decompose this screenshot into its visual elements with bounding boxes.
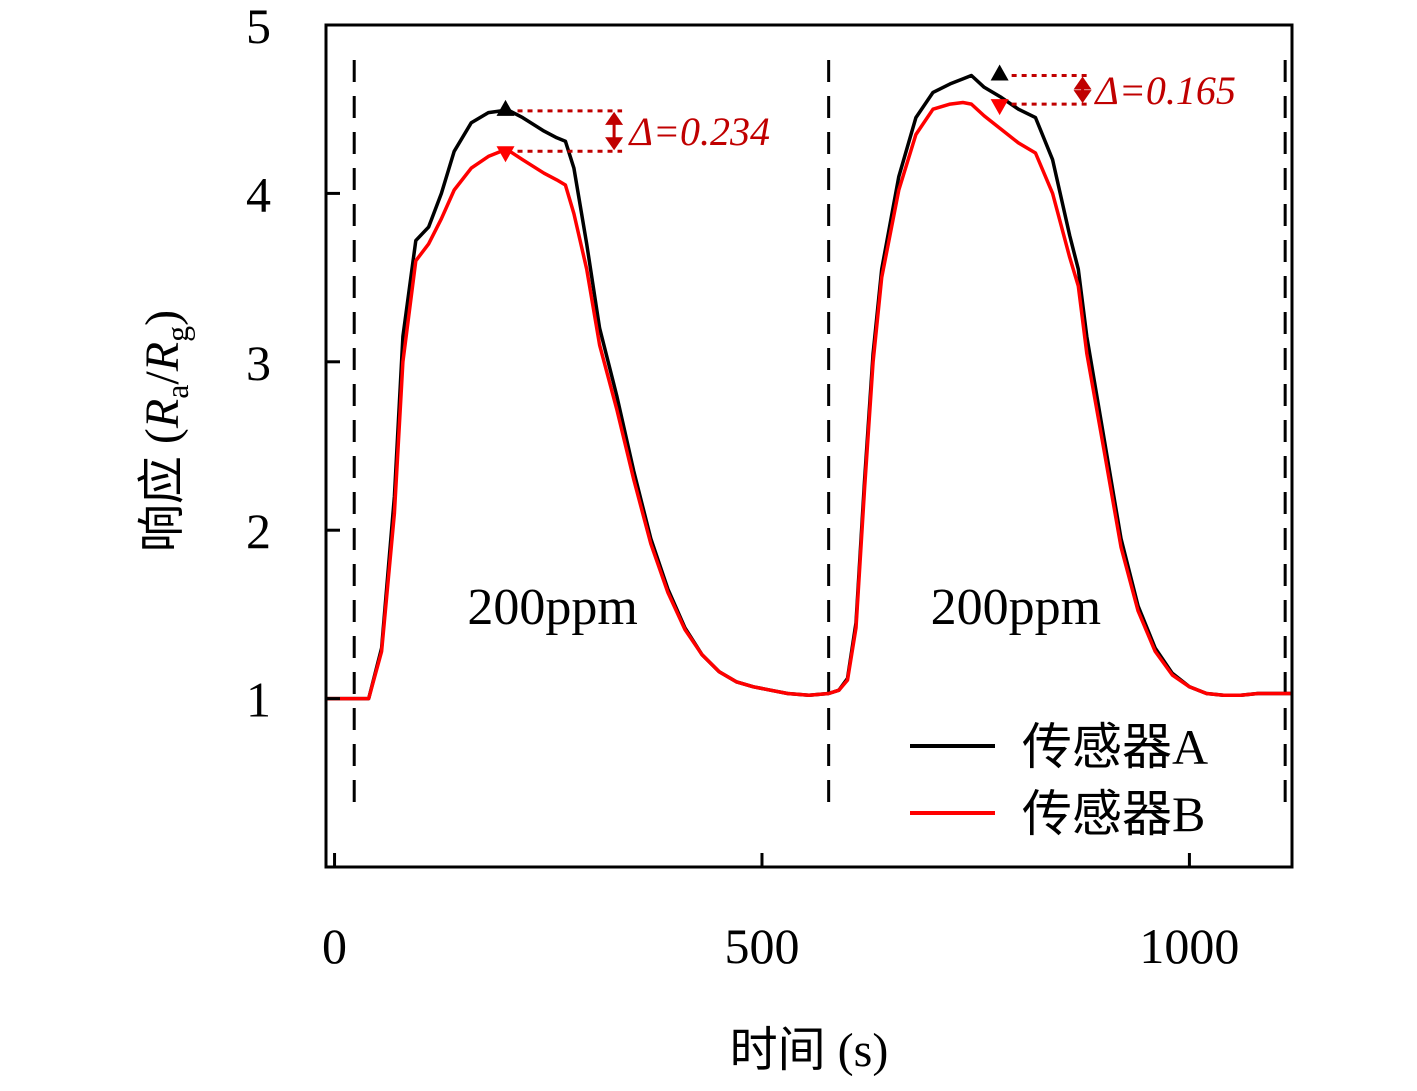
y-title-sub-a: a xyxy=(159,385,195,399)
y-tick-label: 2 xyxy=(246,503,271,559)
delta-annotations: Δ=0.234 Δ=0.165 xyxy=(496,64,1236,163)
series-lines xyxy=(326,73,1292,701)
x-axis-title: 时间 (s) xyxy=(730,1024,889,1077)
exposure-label: 200ppm xyxy=(467,579,637,636)
delta-label: Δ=0.234 xyxy=(627,109,769,154)
peak-marker-sensor-b xyxy=(990,99,1009,116)
delta-arrow-head-down xyxy=(605,137,624,151)
delta-arrow-head-up xyxy=(605,111,624,125)
legend: 传感器A 传感器B xyxy=(910,719,1208,842)
legend-label-sensor-a: 传感器A xyxy=(1022,719,1208,775)
y-title-sub-g: g xyxy=(159,326,195,342)
delta-arrow-head-up xyxy=(1073,76,1092,90)
peak-marker-sensor-a xyxy=(990,64,1009,81)
plot-frame xyxy=(324,23,1294,869)
y-title-suffix: ) xyxy=(136,310,189,326)
x-tick-label: 500 xyxy=(724,918,799,974)
y-title-prefix: 响应 ( xyxy=(136,428,189,552)
x-tick-label: 0 xyxy=(322,918,347,974)
y-title-slash: / xyxy=(136,371,189,385)
y-title-r2: R xyxy=(136,342,189,372)
y-title-r1: R xyxy=(136,399,189,429)
y-tick-label: 3 xyxy=(246,335,271,391)
delta-arrow-head-down xyxy=(1073,90,1092,104)
peak-marker-sensor-a xyxy=(496,99,515,116)
axis-ticks: 0 500 1000 1 2 3 4 5 xyxy=(246,0,1239,974)
series-line-sensor-b xyxy=(326,100,1292,701)
y-axis-title: 响应 (Ra/Rg) xyxy=(136,310,195,552)
delta-label: Δ=0.165 xyxy=(1093,68,1235,113)
peak-marker-sensor-b xyxy=(496,146,515,163)
y-tick-label: 1 xyxy=(246,672,271,728)
legend-label-sensor-b: 传感器B xyxy=(1022,786,1205,842)
exposure-label: 200ppm xyxy=(931,579,1101,636)
y-tick-label: 4 xyxy=(246,166,271,222)
y-tick-label: 5 xyxy=(246,0,271,54)
exposure-markers xyxy=(352,60,1287,807)
x-tick-label: 1000 xyxy=(1139,918,1239,974)
